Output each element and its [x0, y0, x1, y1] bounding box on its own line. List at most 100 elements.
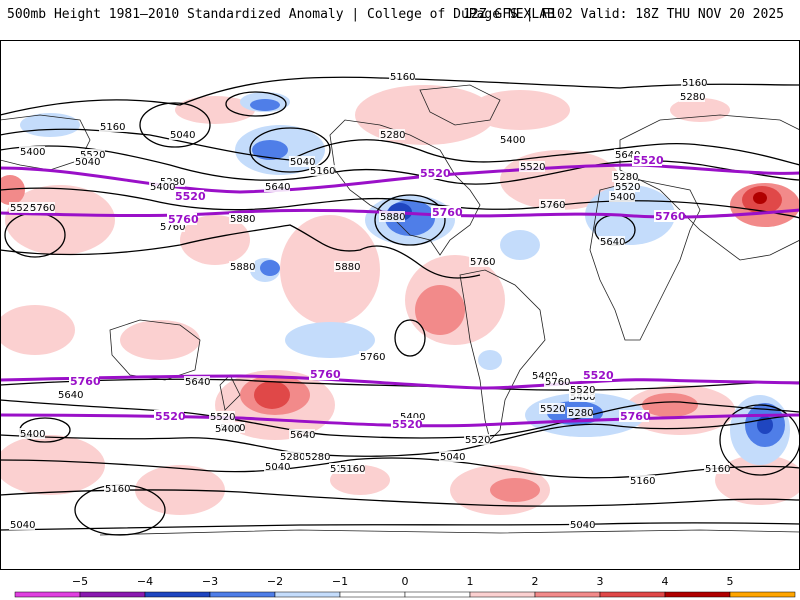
positive-anomaly-area	[120, 320, 200, 360]
contour-label: 5400	[610, 192, 635, 203]
contour-label: 5520	[80, 150, 105, 161]
colorbar-segment	[469, 591, 536, 598]
contour-label: 5280	[305, 452, 330, 463]
contour-label-bg	[531, 370, 557, 381]
contour-5640-north	[0, 187, 800, 219]
contour-5880-pacific	[0, 224, 481, 279]
contour-label-bg	[569, 519, 595, 530]
colorbar-segment	[404, 591, 471, 598]
negative-anomaly-area	[478, 350, 502, 370]
key-contour-label-bg	[654, 210, 684, 222]
contour-label: 5160	[630, 476, 655, 487]
contour-label-bg	[309, 165, 335, 176]
contour-label: 5040	[10, 520, 35, 531]
colorbar-tick-label: 4	[662, 575, 669, 588]
contour-label: 5280	[380, 130, 405, 141]
contour-label: 5880	[230, 214, 255, 225]
contour-label: 5040	[170, 130, 195, 141]
contour-label-bg	[304, 451, 330, 462]
contour-label-bg	[614, 181, 640, 192]
contour-label: 5520	[570, 385, 595, 396]
contour-label-bg	[389, 71, 415, 82]
negative-anomaly-area	[285, 322, 375, 358]
key-contour-label: 5520	[155, 410, 186, 423]
contour-label-bg	[679, 91, 705, 102]
contour-label: 5160	[682, 78, 707, 89]
colorbar-tick-label: 1	[467, 575, 474, 588]
key-contour-label: 5760	[432, 206, 463, 219]
contour-label-bg	[629, 475, 655, 486]
contour-label: 5400	[400, 412, 425, 423]
colorbar-tick-label: −3	[202, 575, 218, 588]
contour-label: 5520	[520, 162, 545, 173]
contour-label: 5280	[568, 408, 593, 419]
contour-label: 5520	[210, 412, 235, 423]
contour-label-bg	[599, 236, 625, 247]
anomaly-shading	[0, 85, 800, 515]
colorbar-tick-label: 2	[532, 575, 539, 588]
contour-label: 5040	[265, 462, 290, 473]
contour-label-bg	[704, 463, 730, 474]
contour-label-bg	[29, 202, 55, 213]
contour-label-bg	[334, 261, 360, 272]
contour-label: 5520	[465, 435, 490, 446]
contour-label-bg	[229, 261, 255, 272]
contour-label: 5280	[613, 172, 638, 183]
contour-closed-low	[225, 91, 287, 117]
contour-label-bg	[439, 451, 465, 462]
negative-anomaly-area	[20, 113, 80, 137]
strong-positive-anomaly	[254, 381, 290, 409]
contour-label-bg	[499, 134, 525, 145]
contour-label-bg	[339, 463, 365, 474]
contour-label-bg	[359, 351, 385, 362]
contour-label-bg	[264, 181, 290, 192]
colorbar-segment	[664, 591, 731, 598]
contour-label: 5760	[540, 200, 565, 211]
key-contour-label-bg	[419, 167, 449, 179]
contour-label: 5280	[280, 452, 305, 463]
contour-label-bg	[74, 156, 100, 167]
contour-label: 5160	[310, 166, 335, 177]
positive-anomaly-area	[642, 393, 698, 417]
colorbar-segment	[144, 591, 211, 598]
antarctica-outline	[99, 529, 800, 536]
contour-label: 5160	[340, 464, 365, 475]
australia-outline	[109, 319, 201, 381]
contour-label-bg	[264, 461, 290, 472]
negative-anomaly-core	[757, 416, 773, 434]
contour-label-bg	[229, 213, 255, 224]
colorbar-tick-label: −2	[267, 575, 283, 588]
colorbar-segment	[599, 591, 666, 598]
contour-label: 5040	[75, 157, 100, 168]
contour-5400-north	[0, 128, 800, 166]
contour-closed-low	[374, 194, 446, 246]
key-contour-label-bg	[619, 410, 649, 422]
positive-anomaly-area	[490, 478, 540, 502]
colorbar-tick-label: −5	[72, 575, 88, 588]
positive-anomaly-area	[0, 175, 25, 205]
colorbar-ticks: −5 −4 −3 −2 −1 0 1 2 3 4 5	[72, 575, 734, 588]
contour-label-bg	[9, 202, 35, 213]
contour-label-bg	[169, 129, 195, 140]
contour-closed-low	[249, 127, 331, 173]
contour-label-bg	[379, 129, 405, 140]
key-contour-label: 5760	[620, 410, 651, 423]
key-contour-label-bg	[391, 418, 421, 430]
positive-anomaly-area	[175, 96, 255, 124]
positive-anomaly-area	[180, 215, 250, 265]
contour-label: 5160	[105, 484, 130, 495]
key-contour-label-bg	[582, 369, 612, 381]
contour-label: 5280	[680, 92, 705, 103]
key-contour-label-bg	[154, 410, 184, 422]
contour-label: 5880	[380, 212, 405, 223]
contour-label-bg	[79, 149, 105, 160]
contour-label-bg	[19, 428, 45, 439]
contour-label: 5640	[290, 430, 315, 441]
contour-label: 5400	[20, 429, 45, 440]
contour-label: 5400	[570, 392, 595, 403]
colorbar-segment	[339, 591, 406, 598]
key-contour-label: 5760	[310, 368, 341, 381]
colorbar-tick-label: 3	[597, 575, 604, 588]
key-contour-label: 5520	[392, 418, 423, 431]
colorbar-segments	[14, 591, 796, 598]
